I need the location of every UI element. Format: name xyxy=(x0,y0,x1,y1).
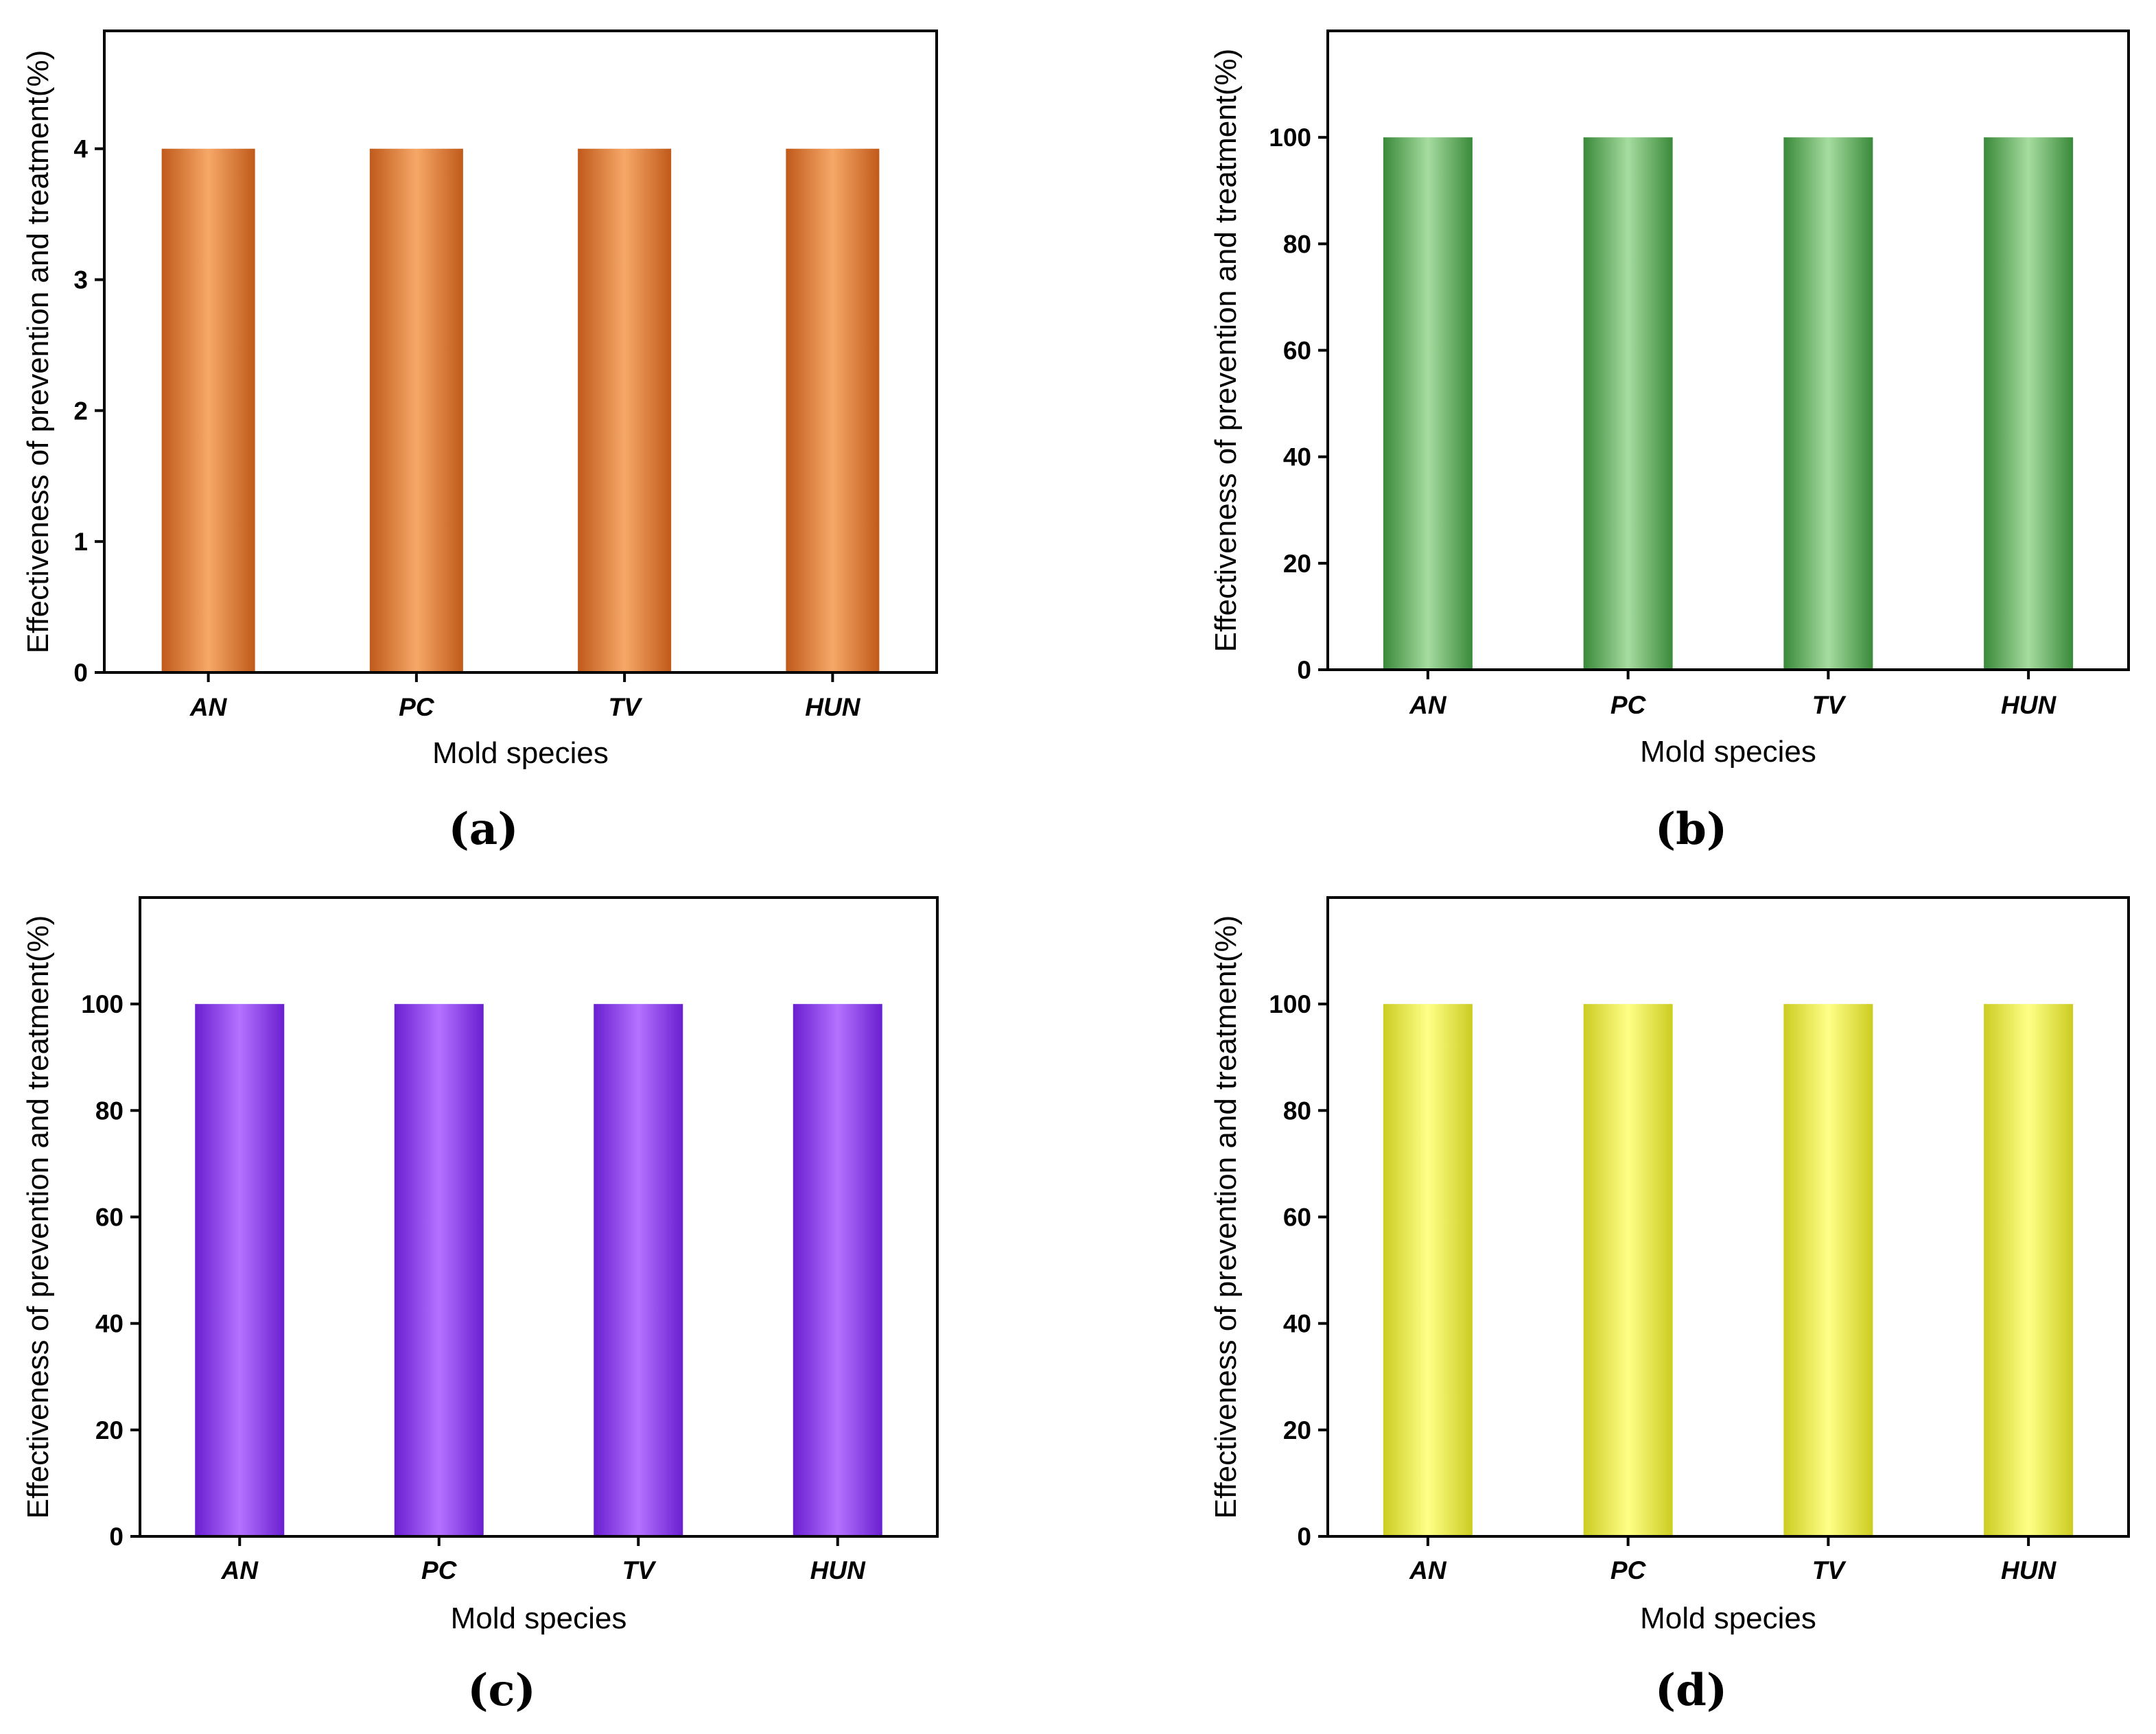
xtick-label-c-hun: HUN xyxy=(810,1556,866,1584)
ytick-label-d-100: 100 xyxy=(1269,990,1311,1018)
bar-d-tv xyxy=(1783,1004,1873,1536)
bar-b-tv xyxy=(1783,137,1873,670)
xtick-label-c-pc: PC xyxy=(421,1556,458,1584)
xlabel-a: Mold species xyxy=(432,736,609,770)
ytick-label-b-0: 0 xyxy=(1297,656,1311,684)
ytick-label-c-40: 40 xyxy=(95,1310,124,1338)
ytick-label-d-40: 40 xyxy=(1283,1310,1311,1338)
bar-a-hun xyxy=(786,148,880,673)
ytick-label-d-80: 80 xyxy=(1283,1097,1311,1125)
ytick-label-c-20: 20 xyxy=(95,1416,124,1444)
bar-a-pc xyxy=(369,148,463,673)
plot-frame-b xyxy=(1326,30,2130,671)
bar-c-tv xyxy=(594,1004,683,1536)
bar-b-an xyxy=(1383,137,1473,670)
chart-panel-a: AN PC TV HUN 0 1 2 3 4 Effectiveness of preventio… xyxy=(0,0,1078,867)
xtick-label-d-an: AN xyxy=(1409,1556,1447,1584)
panel-label-d: (d) xyxy=(1655,1665,1727,1716)
panel-label-c: (c) xyxy=(467,1665,536,1716)
ytick-label-b-20: 20 xyxy=(1283,550,1311,578)
bar-d-pc xyxy=(1583,1004,1673,1536)
xtick-label-c-tv: TV xyxy=(622,1556,657,1584)
xtick-label-a-hun: HUN xyxy=(805,693,860,721)
chart-d-svg: AN PC TV HUN 0 20 40 60 80 100 Effectiveness of pr… xyxy=(1209,896,2130,1716)
bar-c-pc xyxy=(394,1004,484,1536)
ytick-label-d-60: 60 xyxy=(1283,1204,1311,1232)
ytick-label-a-1: 1 xyxy=(73,528,88,556)
plot-frame-a xyxy=(103,30,938,674)
xtick-label-d-tv: TV xyxy=(1812,1556,1847,1584)
xtick-label-a-pc: PC xyxy=(399,693,435,721)
ytick-label-a-2: 2 xyxy=(73,397,88,425)
bar-a-tv xyxy=(578,148,672,673)
xlabel-b: Mold species xyxy=(1640,735,1816,769)
chart-b-svg: AN PC TV HUN 0 20 40 60 80 100 Effectiveness of pr… xyxy=(1209,30,2130,855)
ytick-label-d-20: 20 xyxy=(1283,1416,1311,1444)
panel-label-a: (a) xyxy=(448,804,518,855)
xtick-label-b-pc: PC xyxy=(1610,691,1647,719)
chart-panel-d: AN PC TV HUN 0 20 40 60 80 100 Effectiveness of pr… xyxy=(1078,867,2156,1734)
xtick-label-b-hun: HUN xyxy=(2001,691,2057,719)
plot-frame-c xyxy=(139,896,939,1538)
xlabel-c: Mold species xyxy=(451,1602,627,1635)
ytick-label-b-100: 100 xyxy=(1269,124,1311,152)
ytick-label-a-4: 4 xyxy=(73,135,88,163)
ylabel-b: Effectiveness of prevention and treatmen… xyxy=(1209,49,1243,653)
ytick-label-b-80: 80 xyxy=(1283,230,1311,258)
xlabel-d: Mold species xyxy=(1640,1602,1816,1635)
bar-a-an xyxy=(161,148,255,673)
ytick-label-c-0: 0 xyxy=(109,1523,124,1551)
bar-d-hun xyxy=(1984,1004,2074,1536)
panel-label-b: (b) xyxy=(1655,804,1727,855)
xtick-label-c-an: AN xyxy=(221,1556,259,1584)
ytick-label-c-60: 60 xyxy=(95,1204,124,1232)
xtick-label-a-an: AN xyxy=(189,693,228,721)
ylabel-a: Effectiveness of prevention and treatmen… xyxy=(21,50,55,654)
chart-panel-b: AN PC TV HUN 0 20 40 60 80 100 Effectiveness of pr… xyxy=(1078,0,2156,867)
ylabel-d: Effectiveness of prevention and treatmen… xyxy=(1209,915,1243,1519)
chart-c-svg: AN PC TV HUN 0 20 40 60 80 100 Effectiveness of pr… xyxy=(21,896,939,1716)
xtick-label-a-tv: TV xyxy=(608,693,643,721)
ytick-label-a-0: 0 xyxy=(73,659,88,687)
chart-panel-c: AN PC TV HUN 0 20 40 60 80 100 Effectiveness of pr… xyxy=(0,867,1078,1734)
bar-b-pc xyxy=(1583,137,1673,670)
ytick-label-c-100: 100 xyxy=(81,990,124,1018)
xtick-label-d-hun: HUN xyxy=(2001,1556,2057,1584)
ylabel-c: Effectiveness of prevention and treatmen… xyxy=(21,915,55,1519)
ytick-label-b-40: 40 xyxy=(1283,443,1311,471)
bar-c-an xyxy=(195,1004,285,1536)
bar-c-hun xyxy=(793,1004,882,1536)
xtick-label-d-pc: PC xyxy=(1610,1556,1647,1584)
xtick-label-b-tv: TV xyxy=(1812,691,1847,719)
xtick-label-b-an: AN xyxy=(1409,691,1447,719)
bar-b-hun xyxy=(1984,137,2074,670)
ytick-label-a-3: 3 xyxy=(73,266,88,294)
bar-d-an xyxy=(1383,1004,1473,1536)
chart-a-svg: AN PC TV HUN 0 1 2 3 4 Effectiveness of preventio… xyxy=(21,30,938,855)
plot-frame-d xyxy=(1326,896,2130,1538)
ytick-label-c-80: 80 xyxy=(95,1097,124,1125)
ytick-label-d-0: 0 xyxy=(1297,1523,1311,1551)
ytick-label-b-60: 60 xyxy=(1283,337,1311,365)
